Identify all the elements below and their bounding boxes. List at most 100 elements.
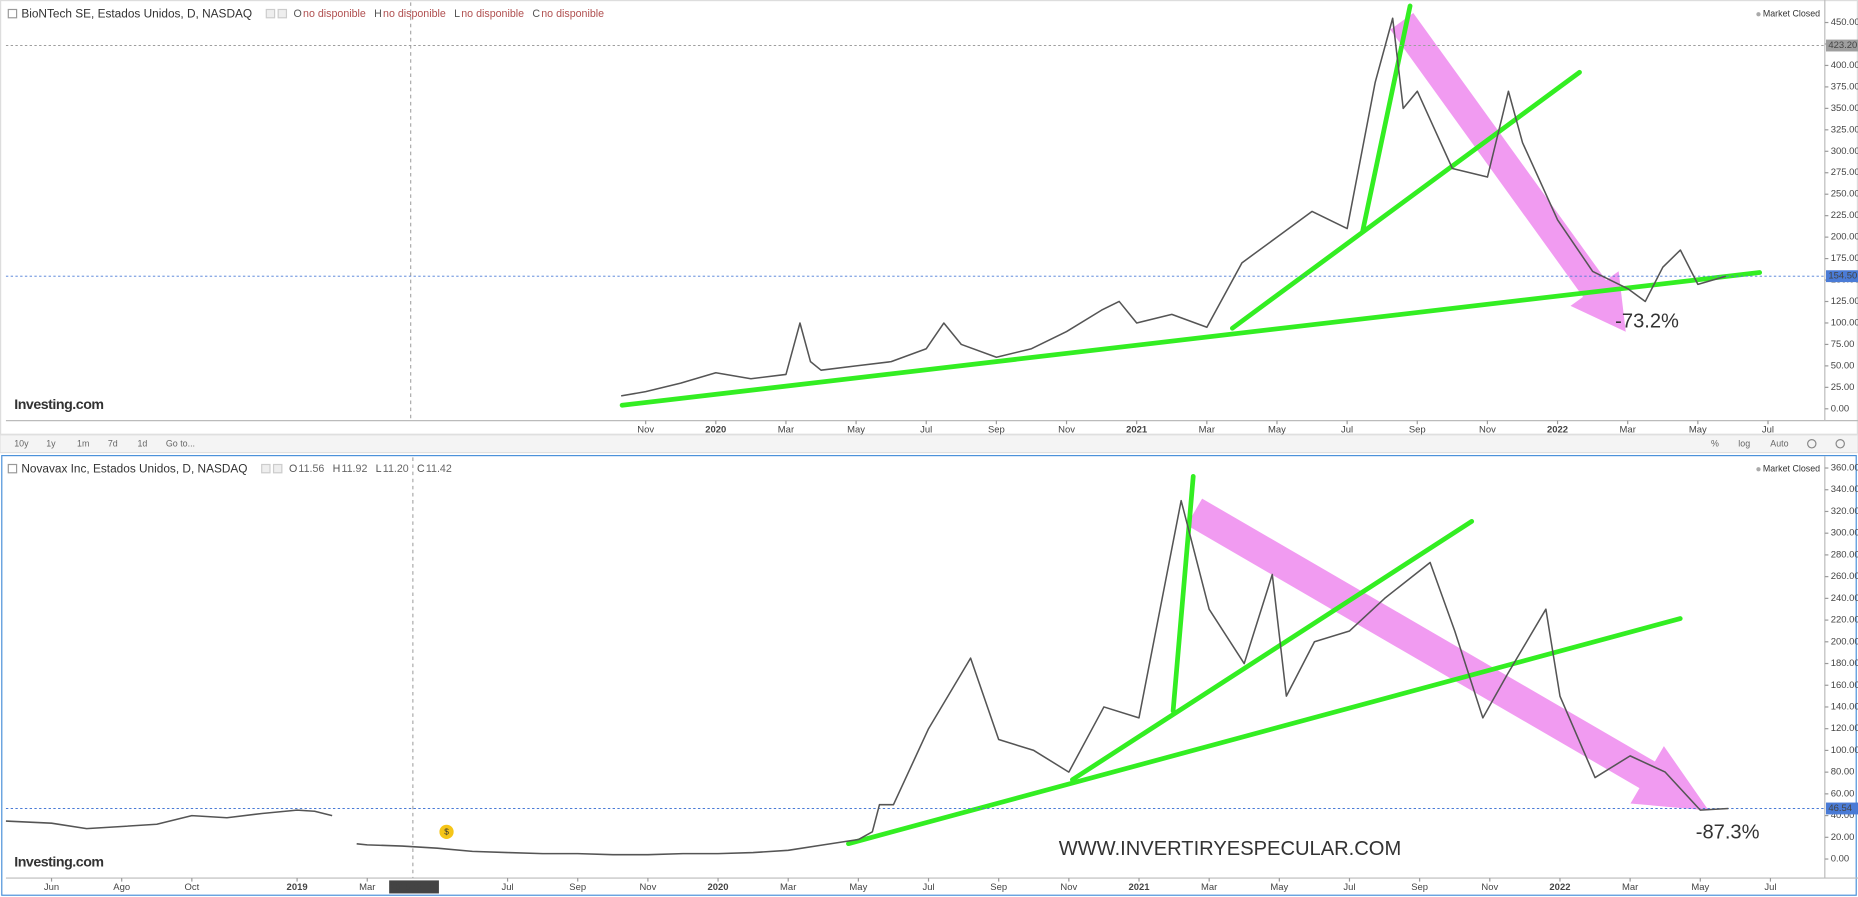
x-tick-label: Nov: [1060, 882, 1077, 893]
y-tick-label: 75.00: [1831, 339, 1855, 350]
ohlc-status: O11.56: [289, 463, 324, 475]
x-tick-label: Sep: [1409, 425, 1426, 436]
y-tick-label: 160.00: [1831, 680, 1858, 691]
ohlc-key: O: [289, 463, 297, 475]
x-tick-label: May: [1691, 882, 1709, 893]
y-tick-label: 340.00: [1831, 484, 1858, 495]
x-tick-label: Jul: [1343, 882, 1355, 893]
x-tick-label: 2022: [1549, 882, 1570, 893]
y-tick-label: 60.00: [1831, 788, 1855, 799]
market-status: Market Closed: [1763, 464, 1820, 474]
x-tick-label: 2020: [708, 882, 729, 893]
option-button[interactable]: log: [1738, 439, 1750, 449]
x-tick-label: 2022: [1547, 425, 1568, 436]
y-tick-label: 220.00: [1831, 615, 1858, 626]
period-button[interactable]: 1y: [46, 439, 56, 449]
annotation: -73.2%: [1615, 311, 1679, 333]
price-marker-bg: [1826, 39, 1858, 52]
logo: Investing.com: [14, 854, 103, 870]
goto-button[interactable]: Go to...: [166, 439, 195, 449]
ohlc-status: Ono disponible: [294, 8, 366, 20]
ohlc-value: no disponible: [541, 8, 604, 20]
y-tick-label: 40.00: [1831, 810, 1855, 821]
y-tick-label: 225.00: [1831, 210, 1858, 221]
price-marker-bg: [1826, 802, 1858, 815]
period-button[interactable]: 1d: [137, 439, 147, 449]
period-button[interactable]: 7d: [108, 439, 118, 449]
trend-line: [619, 270, 1763, 408]
collapse-icon: [7, 8, 18, 19]
trend-line: [846, 616, 1683, 847]
settings-icon[interactable]: [1807, 439, 1817, 449]
x-tick-label: Mar: [780, 882, 796, 893]
trend-arrow: [1186, 498, 1709, 811]
x-tick-label: Nov: [1481, 882, 1498, 893]
x-tick-label: Nov: [639, 882, 656, 893]
ohlc-status: L11.20: [376, 463, 409, 475]
y-tick-label: 100.00: [1831, 745, 1858, 756]
trend-line: [1070, 519, 1475, 783]
x-tick-label: Sep: [988, 425, 1005, 436]
header-icon: [277, 8, 288, 19]
event-marker: [439, 824, 454, 839]
y-tick-label: 0.00: [1831, 854, 1849, 865]
x-tick-label: 2021: [1128, 882, 1149, 893]
ohlc-value: 11.92: [342, 463, 368, 475]
ohlc-value: 11.20: [383, 463, 409, 475]
y-tick-label: 125.00: [1831, 296, 1858, 307]
header-icon: [261, 463, 271, 474]
x-tick-label: Sep: [1411, 882, 1428, 893]
y-tick-label: 240.00: [1831, 593, 1858, 604]
x-tick-label: 2021: [1126, 425, 1147, 436]
option-button[interactable]: %: [1711, 439, 1719, 449]
price-marker-bg: [1826, 270, 1858, 283]
header-icon: [265, 8, 276, 19]
x-tick-label: May: [1689, 425, 1707, 436]
period-button[interactable]: 10y: [14, 439, 29, 449]
y-tick-label: 375.00: [1831, 81, 1858, 92]
x-tick-label: Mar: [1201, 882, 1217, 893]
x-tick-label: Jul: [502, 882, 514, 893]
x-tick-label: Mar: [778, 425, 794, 436]
x-tick-label: Jul: [1762, 425, 1774, 436]
ohlc-key: C: [417, 463, 425, 475]
trend-line: [1360, 3, 1413, 234]
ohlc-key: C: [532, 8, 540, 20]
x-tick-label: May: [1270, 882, 1288, 893]
crosshair-label-bg: [389, 880, 439, 894]
y-tick-label: 20.00: [1831, 832, 1855, 843]
y-tick-label: 200.00: [1831, 636, 1858, 647]
ohlc-key: L: [454, 8, 460, 20]
y-tick-label: 400.00: [1831, 60, 1858, 71]
period-button[interactable]: 1m: [77, 439, 89, 449]
option-button[interactable]: Auto: [1770, 439, 1788, 449]
ohlc-key: L: [376, 463, 382, 475]
x-tick-label: Sep: [569, 882, 586, 893]
x-tick-label: Sep: [990, 882, 1007, 893]
x-tick-label: Oct: [184, 882, 199, 893]
x-tick-label: Jul: [1341, 425, 1353, 436]
price-line: [621, 17, 1727, 397]
ohlc-status: C11.42: [417, 463, 452, 475]
logo: Investing.com: [14, 397, 103, 413]
chart-title: BioNTech SE, Estados Unidos, D, NASDAQ: [21, 6, 252, 20]
y-tick-label: 300.00: [1831, 146, 1858, 157]
y-tick-label: 80.00: [1831, 767, 1855, 778]
chart-title: Novavax Inc, Estados Unidos, D, NASDAQ: [21, 461, 247, 475]
x-tick-label: Jun: [44, 882, 59, 893]
panel-frame: [1, 455, 1857, 896]
trend-line: [1170, 473, 1196, 714]
y-tick-label: 140.00: [1831, 701, 1858, 712]
y-tick-label: 200.00: [1831, 232, 1858, 243]
settings-icon[interactable]: [1835, 439, 1845, 449]
ohlc-value: no disponible: [303, 8, 366, 20]
y-tick-label: 50.00: [1831, 360, 1855, 371]
y-tick-label: 175.00: [1831, 253, 1858, 264]
y-tick-label: 180.00: [1831, 658, 1858, 669]
y-tick-label: 450.00: [1831, 17, 1858, 28]
x-tick-label: 2020: [705, 425, 726, 436]
y-tick-label: 350.00: [1831, 103, 1858, 114]
market-status: Market Closed: [1763, 9, 1820, 19]
price-marker-label: 154.50: [1828, 271, 1857, 282]
